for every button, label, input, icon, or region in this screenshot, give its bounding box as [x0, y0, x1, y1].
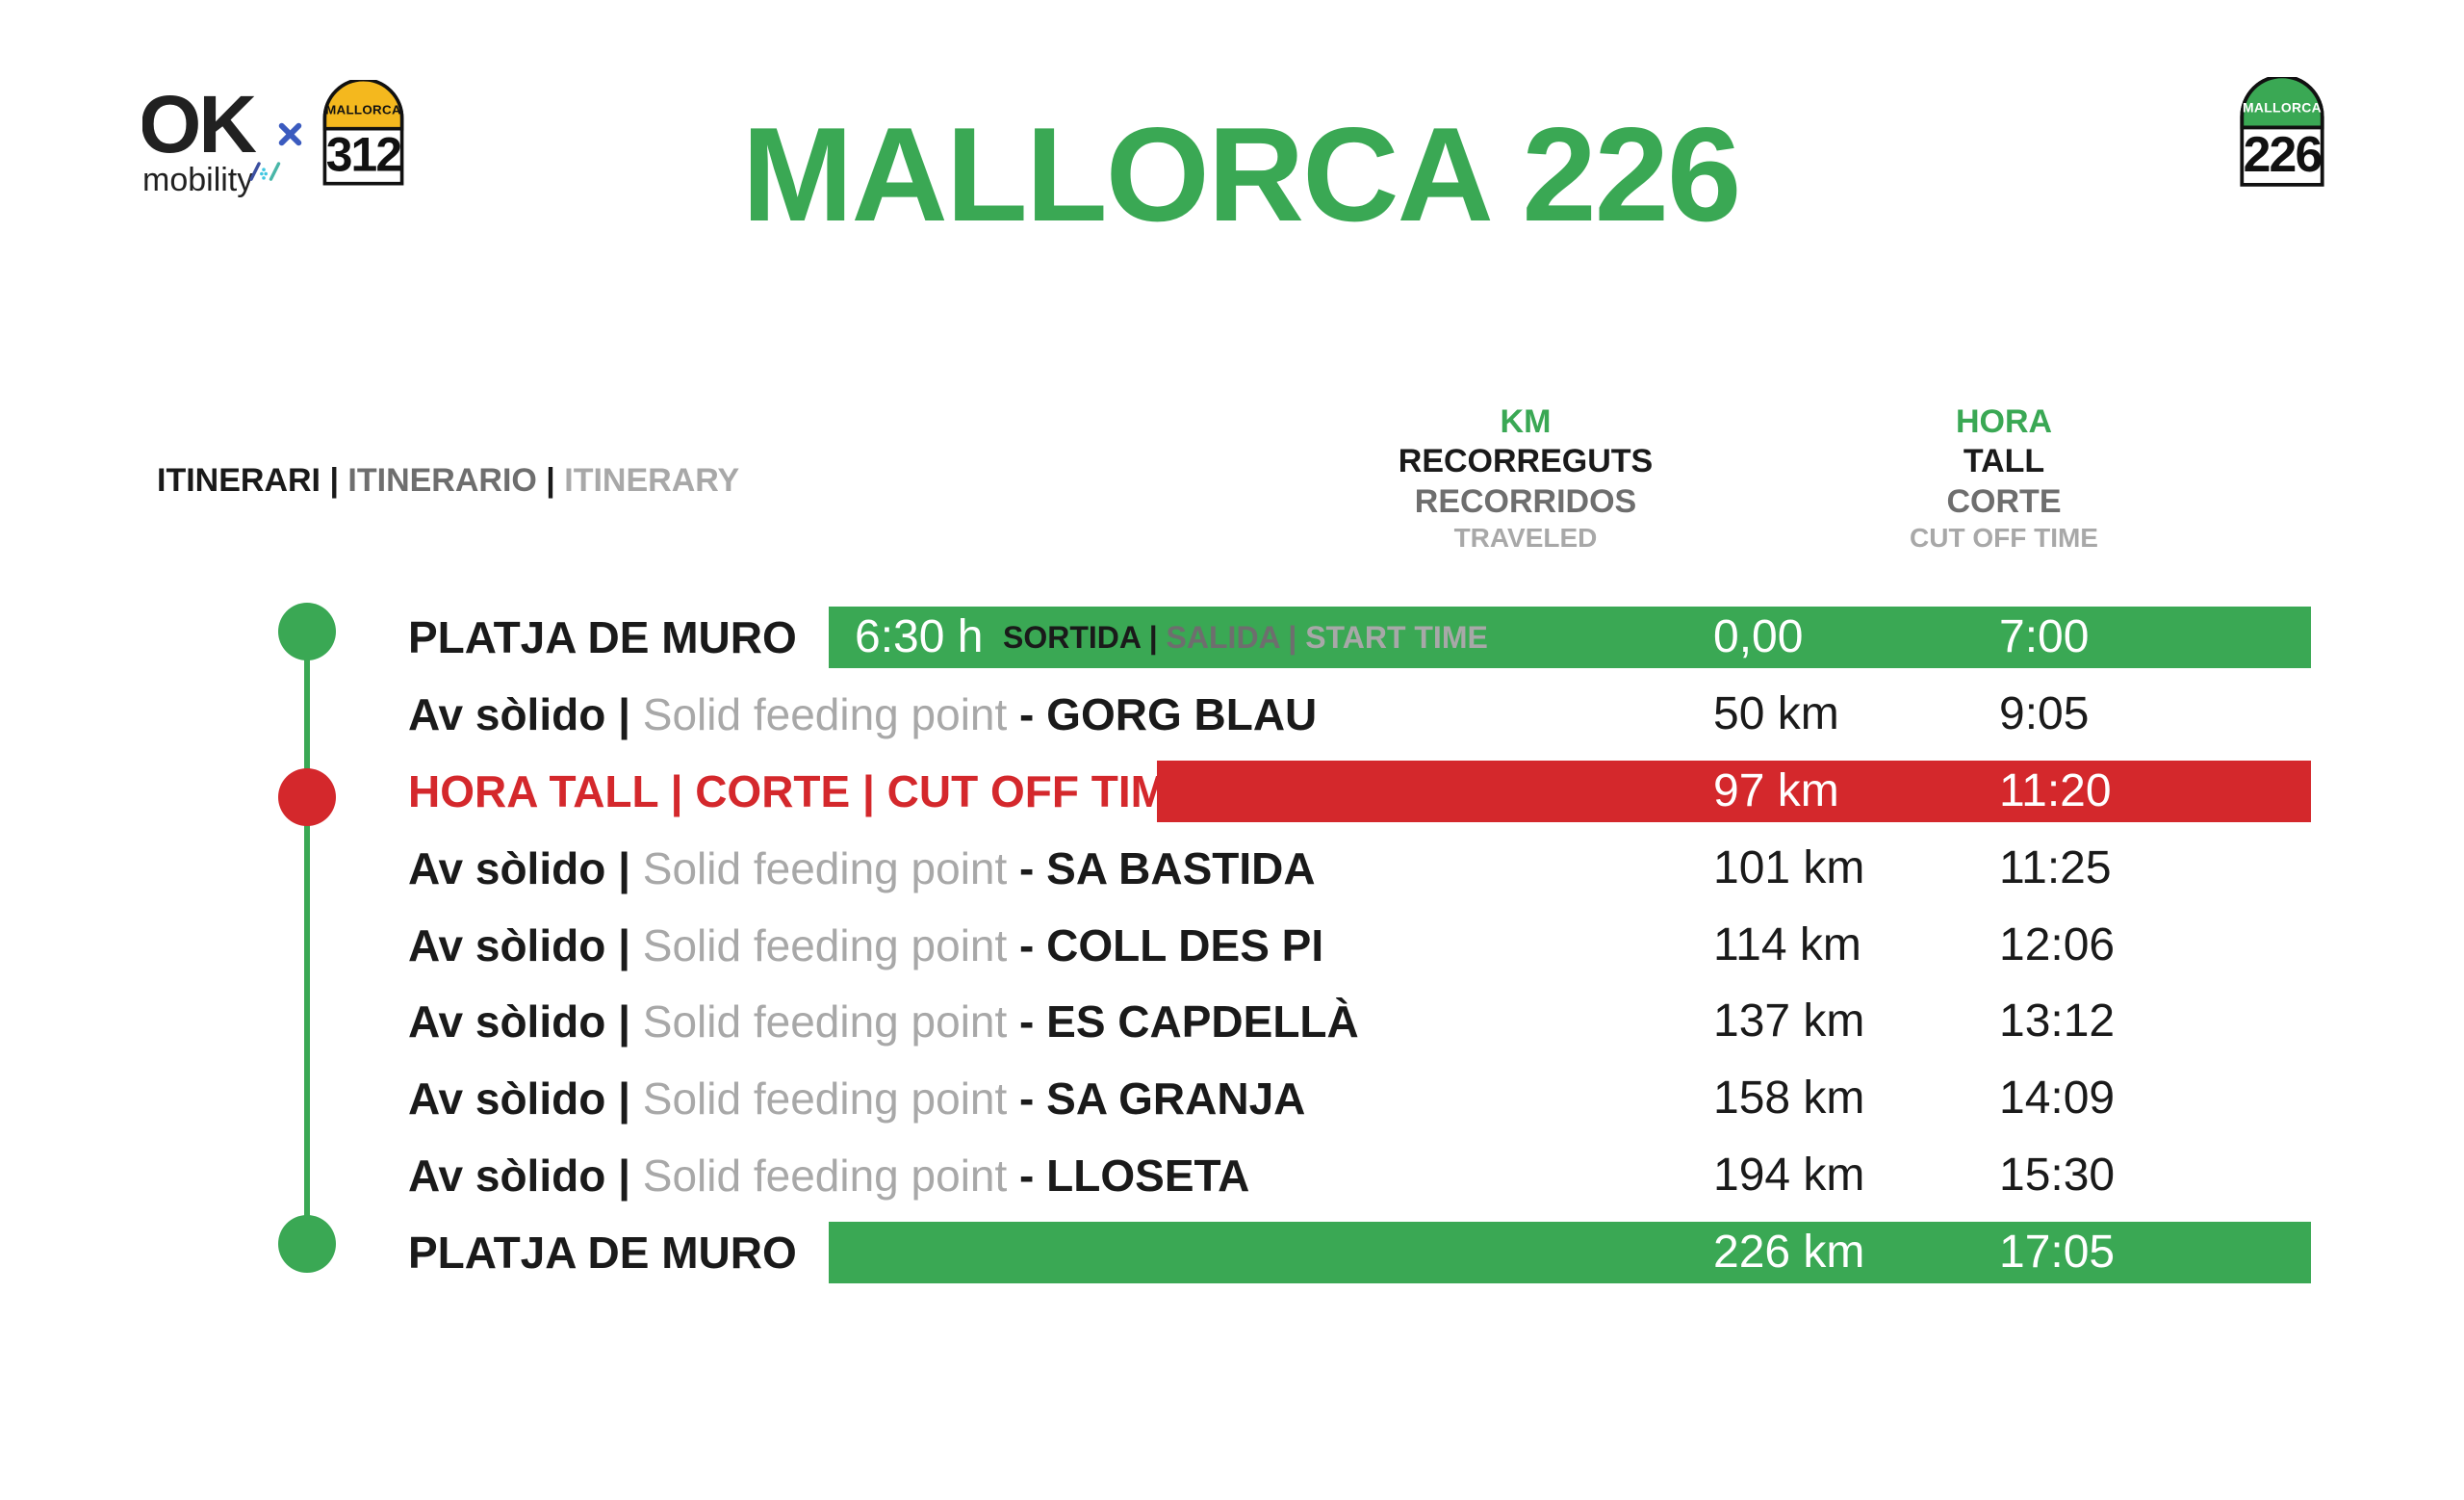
svg-text:MALLORCA: MALLORCA: [325, 102, 401, 116]
svg-text:312: 312: [326, 127, 401, 181]
svg-text:OK: OK: [142, 87, 256, 169]
svg-text:mobility: mobility: [142, 162, 253, 198]
svg-text:226: 226: [2244, 126, 2322, 182]
svg-text:MALLORCA: MALLORCA: [2243, 100, 2322, 116]
